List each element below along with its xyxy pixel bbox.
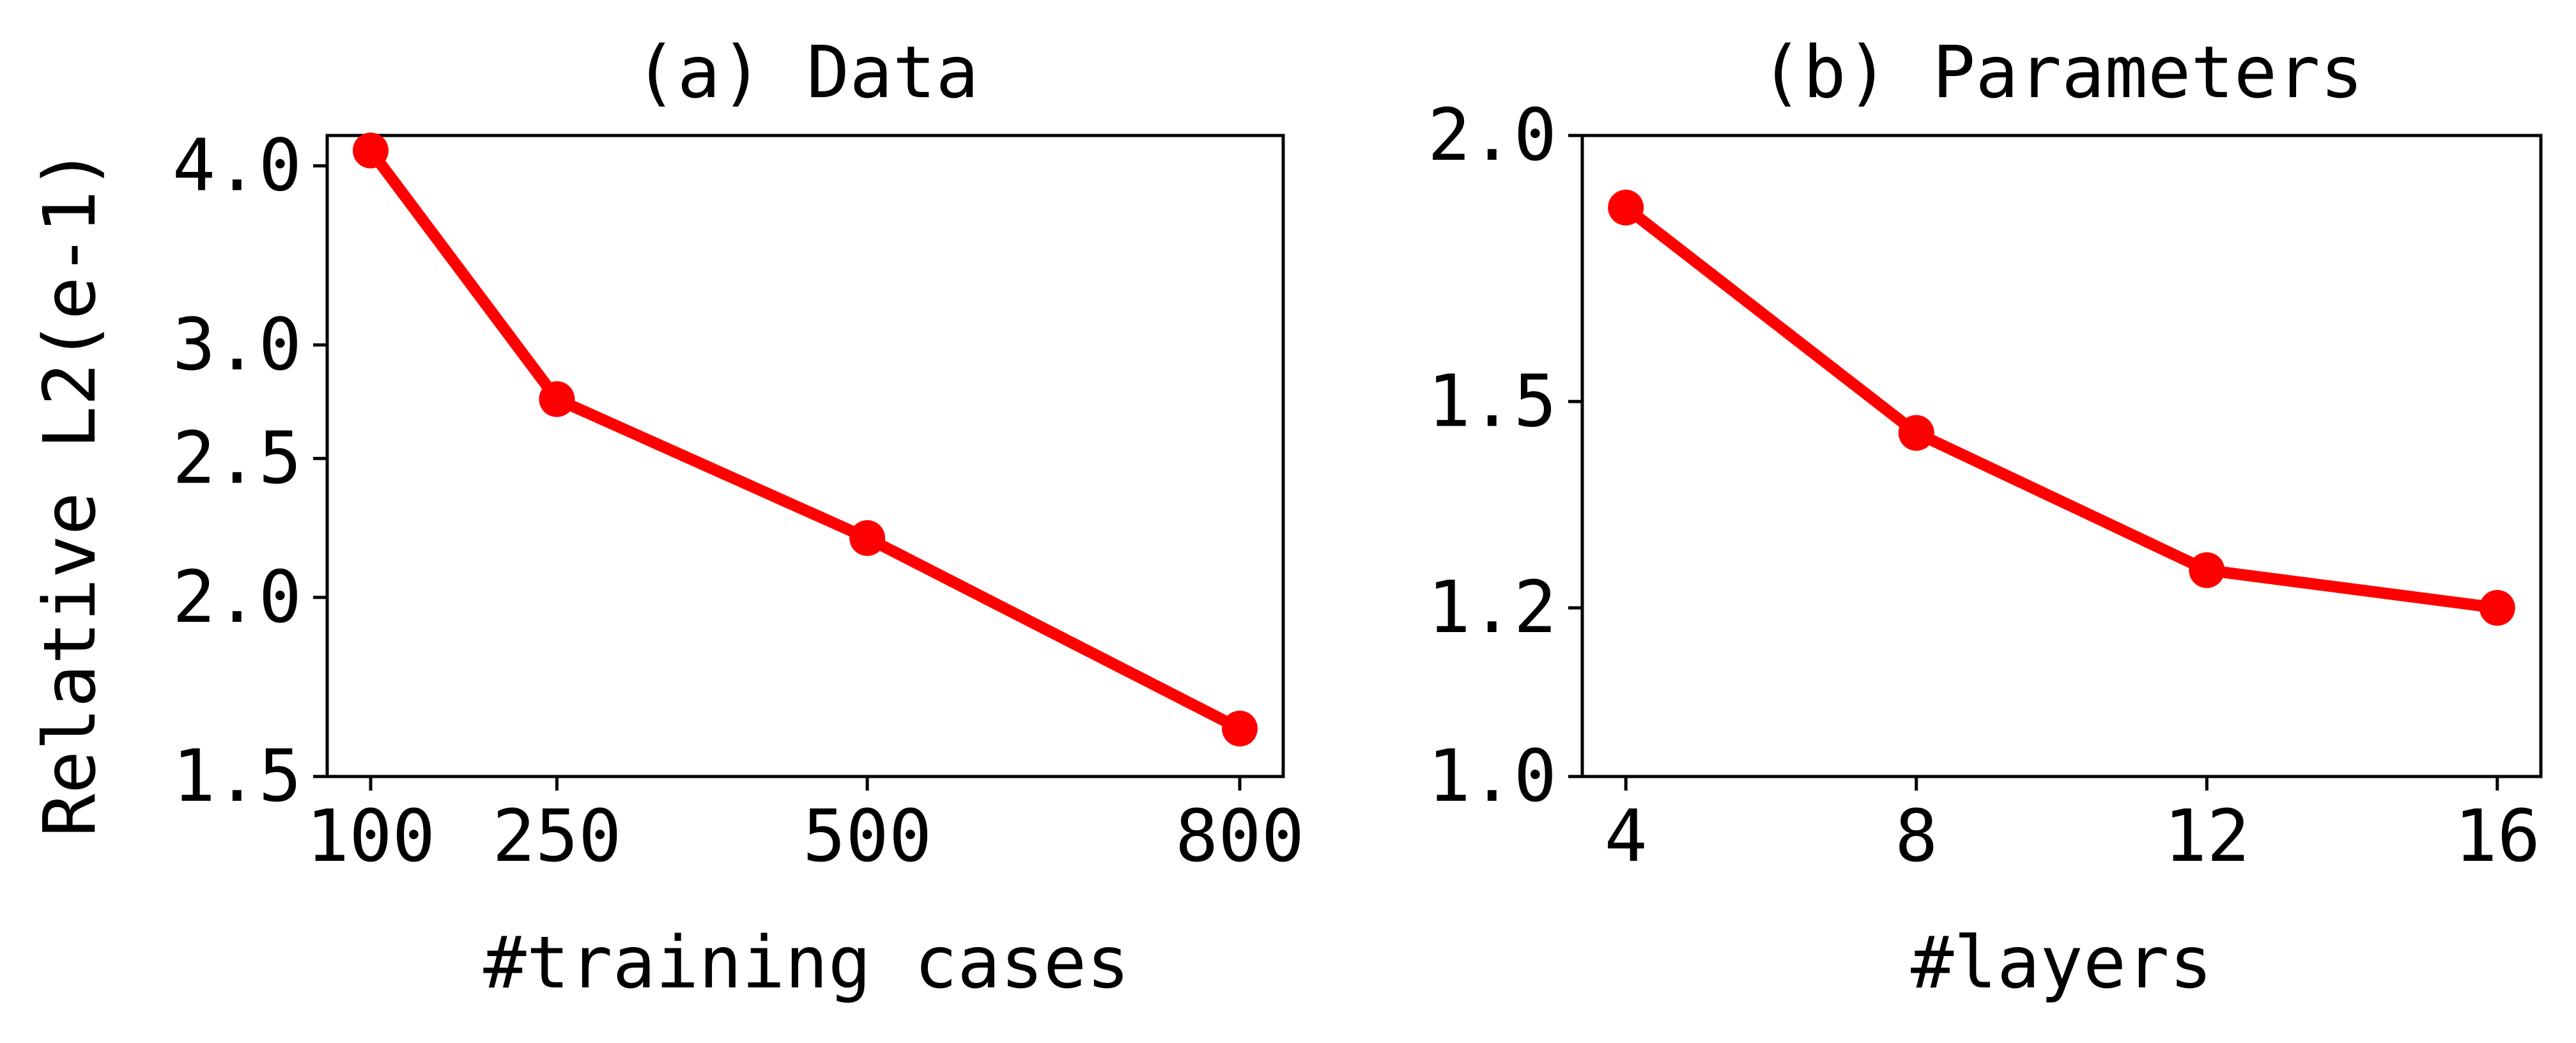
chart-panel-data: (a) Data 100 250 500 800 1.5 2.0 2.5 3.0 4.0 #t… <box>173 31 1304 1005</box>
y-axis-ticks: 1.5 2.0 2.5 3.0 4.0 <box>173 125 327 818</box>
y-tick-label: 3.0 <box>173 304 302 387</box>
x-tick-label: 500 <box>803 795 932 878</box>
x-tick-label: 8 <box>1895 795 1938 878</box>
y-tick-label: 2.0 <box>1428 94 1557 177</box>
y-tick-label: 2.5 <box>173 417 302 500</box>
x-tick-label: 100 <box>306 795 435 878</box>
plot-frame <box>325 134 1285 778</box>
x-axis-ticks: 100 250 500 800 <box>306 776 1304 878</box>
y-tick-label: 1.5 <box>1428 360 1557 443</box>
data-point <box>1608 189 1644 226</box>
data-point <box>849 520 886 556</box>
x-tick-label: 4 <box>1604 795 1647 878</box>
x-axis-label: #layers <box>1911 922 2212 1005</box>
y-tick-label: 1.5 <box>173 735 302 818</box>
y-tick-label: 1.0 <box>1428 735 1557 818</box>
series-line <box>1620 201 2503 614</box>
data-series <box>1608 189 2515 626</box>
data-point <box>353 132 389 169</box>
data-point <box>1222 711 1258 747</box>
data-point <box>1898 415 1934 451</box>
y-axis-label: Relative L2(e-1) <box>29 148 112 837</box>
y-tick-label: 1.2 <box>1428 566 1557 649</box>
data-series <box>353 132 1258 747</box>
x-axis-label: #training cases <box>483 922 1129 1005</box>
chart-panel-parameters: (b) Parameters 4 8 12 16 1.0 1.2 1.5 2.0 #laye… <box>1428 31 2543 1005</box>
series-line <box>365 144 1246 735</box>
x-tick-label: 800 <box>1175 795 1304 878</box>
data-point <box>2189 552 2225 589</box>
x-tick-label: 250 <box>492 795 621 878</box>
plot-frame <box>1580 134 2543 778</box>
chart-title: (b) Parameters <box>1760 31 2363 114</box>
y-tick-label: 4.0 <box>173 125 302 208</box>
data-point <box>539 381 575 417</box>
x-tick-label: 16 <box>2454 795 2540 878</box>
y-tick-label: 2.0 <box>173 556 302 639</box>
x-axis-ticks: 4 8 12 16 <box>1604 776 2540 878</box>
y-axis-ticks: 1.0 1.2 1.5 2.0 <box>1428 94 1582 818</box>
x-tick-label: 12 <box>2164 795 2250 878</box>
data-point <box>2479 590 2515 626</box>
chart-title: (a) Data <box>634 31 978 114</box>
